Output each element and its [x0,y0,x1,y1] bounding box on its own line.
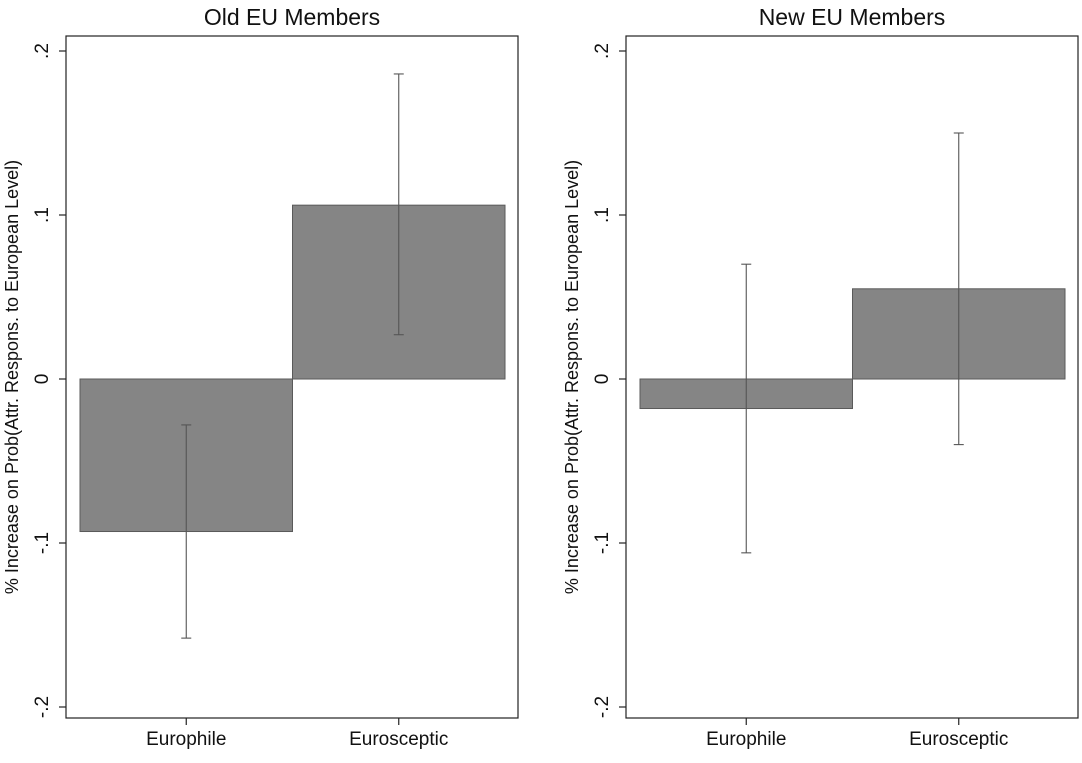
y-tick-label: .2 [592,43,613,59]
y-tick-label: -.2 [32,696,53,718]
y-tick-label: -.1 [32,532,53,554]
panel-title: Old EU Members [204,4,380,30]
x-category-label: Eurosceptic [909,729,1008,750]
plot-frame [625,35,1079,719]
y-tick-label: -.2 [592,696,613,718]
plot-frame [65,35,519,719]
y-tick-label: .1 [32,207,53,223]
y-tick-label: .1 [592,207,613,223]
y-tick-label: -.1 [592,532,613,554]
x-category-label: Eurosceptic [349,729,448,750]
panel-title: New EU Members [759,4,946,30]
y-tick-label: .2 [32,43,53,59]
x-category-label: Europhile [146,729,226,750]
y-tick-label: 0 [32,374,53,385]
y-axis-title: % Increase on Prob(Attr. Respons. to Eur… [2,160,22,594]
y-tick-label: 0 [592,374,613,385]
x-category-label: Europhile [706,729,786,750]
y-axis-title: % Increase on Prob(Attr. Respons. to Eur… [562,160,582,594]
